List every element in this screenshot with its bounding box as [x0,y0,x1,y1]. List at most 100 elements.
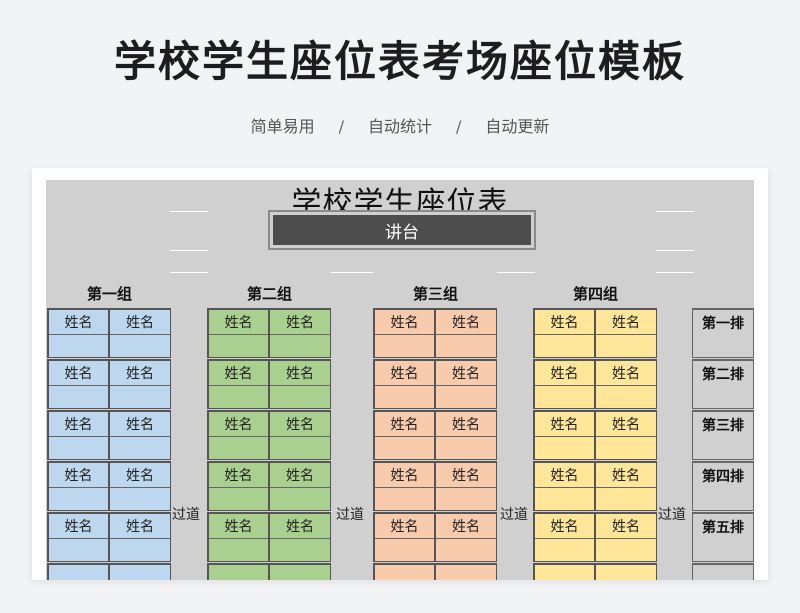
seat-name: 姓名 [270,463,330,488]
seat[interactable]: 姓名 [109,359,171,409]
seat-name: 姓名 [49,310,108,335]
podium-label: 讲台 [273,215,531,245]
seat-name: 姓名 [375,463,434,488]
group-label-4: 第四组 [572,285,618,303]
seat[interactable]: 姓名 [435,410,497,460]
seat-name: 姓名 [49,463,108,488]
seating-sheet: 学校学生座位表 讲台 第一组 第二组 第三组 第四组 姓名 姓名 姓名 姓名 姓名 姓名姓… [46,180,754,580]
seat[interactable]: 姓名 [109,461,171,511]
seat-name: 姓名 [209,310,268,335]
seat-name: 姓名 [596,310,656,335]
row-label [692,563,754,580]
seat-name: 姓名 [49,514,108,539]
seat[interactable]: 姓名 [269,308,331,358]
seat[interactable]: 姓名 [269,359,331,409]
aisle-label: 过道 [172,507,200,523]
seat-name: 姓名 [535,514,594,539]
seat[interactable]: 姓名 [47,461,109,511]
seat-name: 姓名 [436,310,496,335]
row-label: 第二排 [692,359,754,409]
seat-name: 姓名 [270,361,330,386]
seat[interactable]: 姓名 [435,359,497,409]
seat[interactable] [207,563,269,580]
seat[interactable]: 姓名 [595,461,657,511]
seat[interactable]: 姓名 [109,512,171,562]
seat-name: 姓名 [110,514,170,539]
seat[interactable]: 姓名 [373,359,435,409]
seat[interactable]: 姓名 [595,308,657,358]
seat[interactable] [435,563,497,580]
seat[interactable]: 姓名 [373,512,435,562]
seat[interactable]: 姓名 [207,512,269,562]
seat[interactable]: 姓名 [533,308,595,358]
seat[interactable] [47,563,109,580]
cell-line [497,272,535,273]
group-4-seats: 姓名 姓名 姓名 姓名 姓名 姓名 姓名 姓名 姓名 姓名 [533,308,658,580]
seat[interactable]: 姓名 [47,359,109,409]
seat-name: 姓名 [209,361,268,386]
seat[interactable]: 姓名 [207,359,269,409]
seat[interactable]: 姓名 [533,461,595,511]
aisle-3: 过道 [500,308,536,580]
seat[interactable]: 姓名 [595,410,657,460]
aisle-label: 过道 [336,507,364,523]
group-2-seats: 姓名 姓名 姓名 姓名 姓名 姓名 姓名 姓名 姓名 姓名 [207,308,332,580]
seat[interactable] [109,563,171,580]
seat[interactable]: 姓名 [435,461,497,511]
seat-name: 姓名 [110,412,170,437]
seat[interactable]: 姓名 [533,410,595,460]
row-label-text: 第二排 [702,366,744,383]
seat-name: 姓名 [596,412,656,437]
seat[interactable]: 姓名 [47,308,109,358]
seat[interactable]: 姓名 [373,410,435,460]
seat[interactable]: 姓名 [595,359,657,409]
aisle-label: 过道 [500,507,528,523]
seat-name: 姓名 [110,361,170,386]
seat-name: 姓名 [535,412,594,437]
seat[interactable]: 姓名 [47,512,109,562]
cell-line [656,211,694,212]
feature-auto-update: 自动更新 [485,117,550,136]
row-label: 第五排 [692,512,754,562]
row-label-text: 第四排 [702,468,744,485]
seat[interactable]: 姓名 [533,359,595,409]
seat[interactable]: 姓名 [47,410,109,460]
seat[interactable]: 姓名 [595,512,657,562]
cell-line [170,250,208,251]
seat[interactable]: 姓名 [269,512,331,562]
feature-auto-stats: 自动统计 [367,117,432,136]
seat[interactable] [269,563,331,580]
seat-name: 姓名 [110,463,170,488]
seat[interactable]: 姓名 [269,461,331,511]
seat-name: 姓名 [49,412,108,437]
seat-name: 姓名 [535,310,594,335]
cell-line [656,272,694,273]
seat[interactable]: 姓名 [109,308,171,358]
seat[interactable]: 姓名 [435,512,497,562]
seat[interactable] [373,563,435,580]
seat-name: 姓名 [436,412,496,437]
seat[interactable]: 姓名 [435,308,497,358]
seat[interactable]: 姓名 [207,410,269,460]
seat[interactable]: 姓名 [207,461,269,511]
aisle-label: 过道 [658,507,686,523]
seat[interactable]: 姓名 [269,410,331,460]
preview-card: 学校学生座位表 讲台 第一组 第二组 第三组 第四组 姓名 姓名 姓名 姓名 姓名 姓名姓… [32,168,768,580]
seat[interactable]: 姓名 [533,512,595,562]
seat-name: 姓名 [209,463,268,488]
cell-line [170,211,208,212]
seat-name: 姓名 [375,514,434,539]
seat-name: 姓名 [436,514,496,539]
row-label-text: 第五排 [702,519,744,536]
seat-name: 姓名 [535,361,594,386]
seat-name: 姓名 [375,310,434,335]
seat[interactable] [533,563,595,580]
seat[interactable]: 姓名 [207,308,269,358]
seat[interactable]: 姓名 [373,461,435,511]
row-label-text: 第一排 [702,315,744,332]
seat[interactable] [595,563,657,580]
cell-line [331,272,373,273]
seat[interactable]: 姓名 [373,308,435,358]
seat[interactable]: 姓名 [109,410,171,460]
seat-name: 姓名 [110,310,170,335]
